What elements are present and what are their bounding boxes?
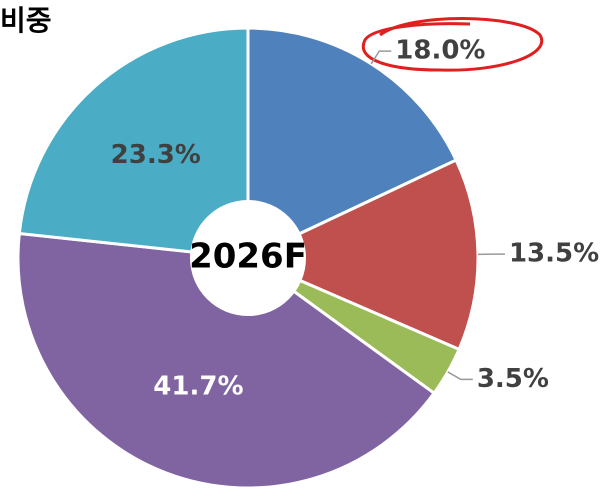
data-label: 18.0% <box>395 36 485 66</box>
data-label: 3.5% <box>477 364 549 394</box>
highlight-circle <box>361 17 544 72</box>
data-label: 41.7% <box>153 371 243 401</box>
slice <box>16 231 437 488</box>
slice <box>246 26 459 261</box>
center-label: 2026F <box>189 237 307 277</box>
slices <box>16 26 480 488</box>
data-label: 13.5% <box>509 239 599 269</box>
chart-title: 비중 <box>0 4 52 37</box>
slice <box>17 26 250 260</box>
data-label: 23.3% <box>111 140 201 170</box>
leader-line <box>447 371 473 381</box>
leader-line <box>370 50 392 65</box>
donut-hole <box>190 200 306 316</box>
